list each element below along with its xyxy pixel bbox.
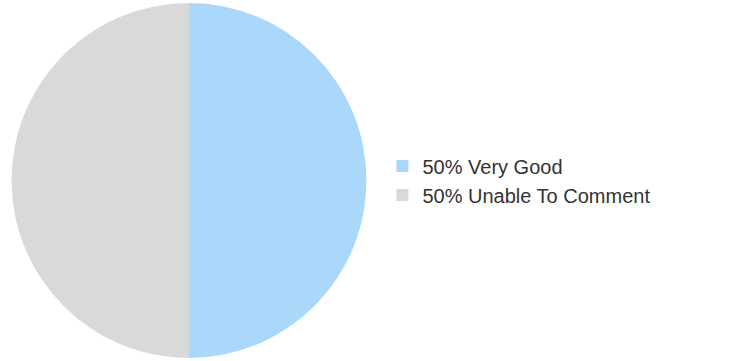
svg-text:50% Very Good: 50% Very Good <box>422 156 562 178</box>
svg-text:50% Unable To Comment: 50% Unable To Comment <box>422 185 650 207</box>
